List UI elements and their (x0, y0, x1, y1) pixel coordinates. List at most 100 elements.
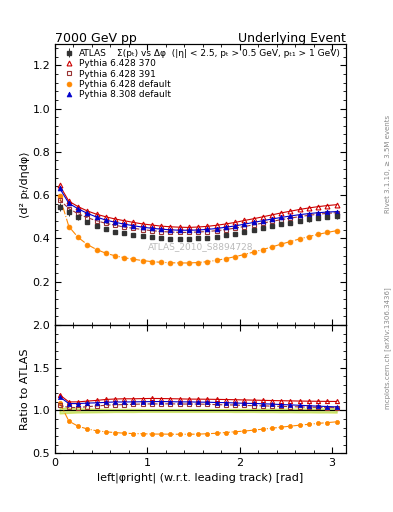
Pythia 6.428 370 (298, 206, 302, 212)
Pythia 6.428 391 (214, 228, 219, 234)
Line: Pythia 6.428 default: Pythia 6.428 default (57, 194, 339, 265)
Pythia 8.308 default (103, 217, 108, 223)
Pythia 6.428 391 (159, 228, 163, 234)
Text: 7000 GeV pp: 7000 GeV pp (55, 32, 137, 45)
Pythia 6.428 391 (103, 220, 108, 226)
Pythia 8.308 default (233, 223, 237, 229)
Pythia 6.428 370 (288, 208, 293, 214)
Pythia 8.308 default (334, 208, 339, 215)
Pythia 6.428 391 (187, 229, 191, 236)
Pythia 8.308 default (261, 218, 265, 224)
Pythia 8.308 default (66, 200, 71, 206)
Pythia 8.308 default (85, 210, 90, 217)
Pythia 6.428 370 (261, 214, 265, 220)
Text: Σ(pₜ) vs Δφ  (|η| < 2.5, pₜ > 0.5 GeV, pₜ₁ > 1 GeV): Σ(pₜ) vs Δφ (|η| < 2.5, pₜ > 0.5 GeV, pₜ… (117, 49, 340, 58)
Pythia 6.428 370 (140, 221, 145, 227)
Line: Pythia 6.428 391: Pythia 6.428 391 (57, 198, 339, 235)
Y-axis label: Ratio to ATLAS: Ratio to ATLAS (20, 348, 29, 430)
Line: Pythia 6.428 370: Pythia 6.428 370 (57, 183, 339, 230)
Pythia 6.428 391 (242, 223, 247, 229)
Pythia 6.428 391 (316, 211, 321, 217)
Pythia 6.428 default (103, 250, 108, 257)
Pythia 8.308 default (131, 223, 136, 229)
Pythia 6.428 default (214, 257, 219, 263)
Pythia 8.308 default (279, 215, 284, 221)
Pythia 6.428 default (270, 244, 274, 250)
Pythia 6.428 370 (131, 219, 136, 225)
Pythia 6.428 default (205, 259, 210, 265)
Pythia 6.428 391 (298, 214, 302, 220)
Pythia 6.428 default (140, 258, 145, 264)
Pythia 8.308 default (76, 206, 81, 212)
Pythia 6.428 391 (325, 210, 330, 217)
Pythia 6.428 default (131, 256, 136, 262)
Pythia 6.428 default (66, 223, 71, 229)
Pythia 8.308 default (242, 221, 247, 227)
Pythia 6.428 391 (131, 225, 136, 231)
Pythia 6.428 391 (113, 222, 118, 228)
Pythia 6.428 391 (57, 197, 62, 203)
Pythia 6.428 default (150, 259, 154, 265)
Pythia 6.428 370 (279, 210, 284, 216)
Pythia 6.428 370 (233, 219, 237, 225)
Pythia 6.428 default (242, 251, 247, 258)
Pythia 6.428 391 (307, 212, 311, 218)
Pythia 6.428 391 (168, 229, 173, 235)
Pythia 8.308 default (298, 211, 302, 218)
Pythia 6.428 370 (113, 216, 118, 222)
Pythia 6.428 default (325, 229, 330, 236)
Pythia 6.428 default (168, 260, 173, 266)
Pythia 6.428 default (57, 193, 62, 199)
Pythia 8.308 default (288, 213, 293, 219)
Pythia 6.428 370 (94, 211, 99, 217)
Pythia 6.428 370 (177, 224, 182, 230)
Text: ATLAS_2010_S8894728: ATLAS_2010_S8894728 (148, 242, 253, 251)
Pythia 8.308 default (140, 224, 145, 230)
Pythia 6.428 370 (270, 212, 274, 218)
Legend: ATLAS, Pythia 6.428 370, Pythia 6.428 391, Pythia 6.428 default, Pythia 8.308 de: ATLAS, Pythia 6.428 370, Pythia 6.428 39… (58, 46, 174, 102)
Pythia 8.308 default (168, 227, 173, 233)
Pythia 6.428 370 (159, 223, 163, 229)
Pythia 6.428 default (85, 242, 90, 248)
Pythia 6.428 370 (57, 182, 62, 188)
Pythia 6.428 370 (150, 222, 154, 228)
Pythia 6.428 391 (205, 228, 210, 234)
Pythia 8.308 default (122, 221, 127, 227)
Pythia 6.428 default (251, 249, 256, 255)
Pythia 8.308 default (205, 226, 210, 232)
Pythia 6.428 370 (168, 224, 173, 230)
Pythia 6.428 default (233, 253, 237, 260)
Pythia 6.428 391 (76, 211, 81, 217)
Text: mcplots.cern.ch [arXiv:1306.3436]: mcplots.cern.ch [arXiv:1306.3436] (384, 287, 391, 409)
Pythia 6.428 default (159, 259, 163, 265)
Pythia 6.428 default (113, 253, 118, 259)
Pythia 6.428 370 (224, 221, 228, 227)
Pythia 8.308 default (316, 209, 321, 216)
Pythia 6.428 370 (251, 216, 256, 222)
Pythia 6.428 370 (66, 198, 71, 204)
Pythia 6.428 391 (94, 218, 99, 224)
Pythia 6.428 370 (196, 224, 200, 230)
Pythia 8.308 default (270, 216, 274, 222)
Pythia 6.428 391 (85, 215, 90, 221)
Pythia 6.428 370 (325, 202, 330, 208)
Pythia 8.308 default (150, 225, 154, 231)
Text: Underlying Event: Underlying Event (238, 32, 346, 45)
Pythia 6.428 391 (66, 205, 71, 211)
Pythia 6.428 391 (140, 226, 145, 232)
Pythia 6.428 default (288, 239, 293, 245)
Pythia 8.308 default (307, 210, 311, 217)
Pythia 6.428 default (307, 233, 311, 240)
Pythia 6.428 default (177, 260, 182, 266)
Pythia 8.308 default (196, 227, 200, 233)
Pythia 6.428 default (334, 228, 339, 234)
Pythia 6.428 391 (288, 215, 293, 221)
Pythia 6.428 default (298, 236, 302, 242)
Pythia 6.428 391 (224, 226, 228, 232)
Pythia 8.308 default (325, 209, 330, 215)
Pythia 8.308 default (251, 219, 256, 225)
Pythia 6.428 370 (122, 218, 127, 224)
Pythia 6.428 391 (334, 209, 339, 216)
Pythia 6.428 370 (76, 204, 81, 210)
Pythia 6.428 391 (177, 229, 182, 236)
